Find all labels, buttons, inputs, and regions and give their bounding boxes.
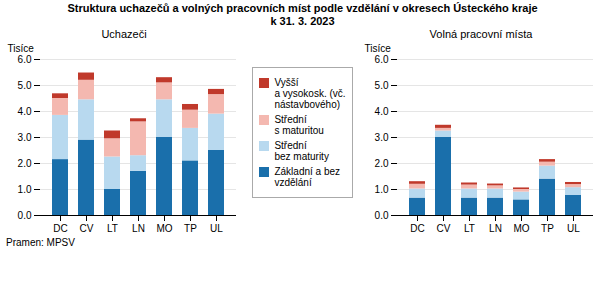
svg-text:LT: LT [107, 223, 118, 234]
svg-text:CV: CV [80, 223, 94, 234]
svg-text:TP: TP [184, 223, 197, 234]
svg-text:Tisíce: Tisíce [8, 43, 35, 54]
svg-text:1.0: 1.0 [375, 184, 389, 195]
svg-text:4.0: 4.0 [375, 106, 389, 117]
svg-text:1.0: 1.0 [18, 184, 32, 195]
html-text:Uchazeči: Uchazeči [101, 28, 147, 40]
svg-text:UL: UL [567, 223, 580, 234]
html-text:Střední s maturitou: Střední s maturitou [274, 114, 324, 136]
svg-text:LT: LT [464, 223, 475, 234]
svg-text:5.0: 5.0 [375, 80, 389, 91]
svg-text:2.0: 2.0 [18, 158, 32, 169]
svg-text:DC: DC [53, 223, 67, 234]
svg-text:Tisíce: Tisíce [364, 43, 391, 54]
svg-text:MO: MO [156, 223, 172, 234]
svg-text:MO: MO [513, 223, 529, 234]
html-text:Pramen: MPSV: Pramen: MPSV [6, 237, 75, 248]
svg-text:0.0: 0.0 [18, 210, 32, 221]
svg-text:2.0: 2.0 [375, 158, 389, 169]
svg-text:0.0: 0.0 [375, 210, 389, 221]
svg-text:6.0: 6.0 [18, 54, 32, 65]
svg-text:TP: TP [541, 223, 554, 234]
svg-text:4.0: 4.0 [18, 106, 32, 117]
html-text:Střední bez maturity: Střední bez maturity [274, 140, 329, 162]
svg-text:5.0: 5.0 [18, 80, 32, 91]
html-text:Volná pracovní místa: Volná pracovní místa [429, 28, 533, 40]
svg-text:UL: UL [210, 223, 223, 234]
svg-text:CV: CV [437, 223, 451, 234]
html-text:Základní a bez vzdělání: Základní a bez vzdělání [274, 166, 340, 188]
svg-text:3.0: 3.0 [18, 132, 32, 143]
html-text:k 31. 3. 2023: k 31. 3. 2023 [270, 15, 335, 27]
svg-text:LN: LN [489, 223, 502, 234]
html-text:Vyšší a vysokosk. (vč. nástavb: Vyšší a vysokosk. (vč. nástavbového) [274, 77, 346, 110]
svg-text:6.0: 6.0 [375, 54, 389, 65]
svg-text:LN: LN [132, 223, 145, 234]
html-text:Struktura uchazečů a volných p: Struktura uchazečů a volných pracovních … [67, 2, 538, 14]
svg-text:DC: DC [410, 223, 424, 234]
svg-text:3.0: 3.0 [375, 132, 389, 143]
